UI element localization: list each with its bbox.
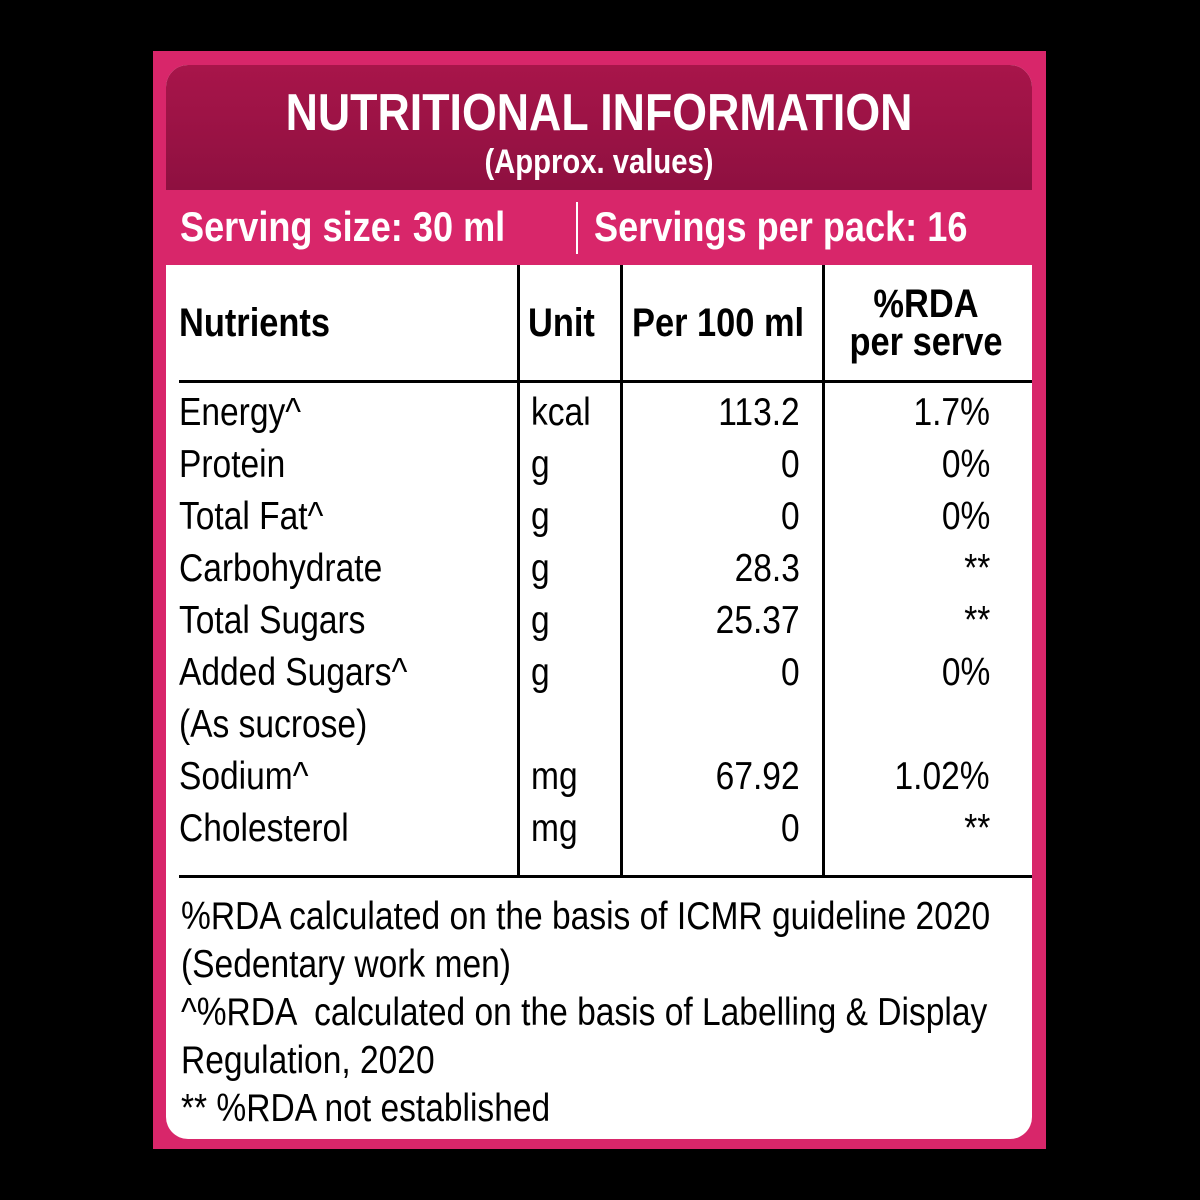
- table-row: Energy^ kcal 113.2 1.7%: [166, 391, 1032, 443]
- nutrient-name: (As sucrose): [179, 703, 368, 746]
- footnote-line: ^%RDA calculated on the basis of Labelli…: [181, 991, 988, 1034]
- table-row: Total Fat^ g 0 0%: [166, 495, 1032, 547]
- table-row: Sodium^ mg 67.92 1.02%: [166, 755, 1032, 807]
- nutrient-rda: **: [963, 807, 990, 850]
- footnote-line: Regulation, 2020: [181, 1039, 435, 1082]
- title-band: NUTRITIONAL INFORMATION (Approx. values): [166, 65, 1032, 190]
- nutrient-name: Sodium^: [179, 755, 309, 798]
- table-row: (As sucrose): [166, 703, 1032, 755]
- label-subtitle: (Approx. values): [484, 143, 714, 181]
- column-divider-per100: [620, 265, 623, 877]
- table-row: Total Sugars g 25.37 **: [166, 599, 1032, 651]
- header-nutrients: Nutrients: [179, 301, 330, 345]
- header-unit: Unit: [528, 301, 595, 345]
- nutrient-unit: g: [531, 599, 550, 642]
- header-rule: [179, 380, 1032, 383]
- servings-per-pack: Servings per pack: 16: [594, 203, 968, 250]
- nutrient-unit: g: [531, 443, 550, 486]
- header-rda-line2: per serve: [849, 320, 1003, 364]
- nutrient-name: Total Fat^: [179, 495, 324, 538]
- header-rda-line1: %RDA: [873, 282, 979, 326]
- nutrient-unit: kcal: [531, 391, 591, 434]
- nutrient-name: Added Sugars^: [179, 651, 408, 694]
- footnote-line: ** %RDA not established: [181, 1087, 551, 1130]
- table-bottom-rule: [179, 875, 1032, 878]
- serving-divider: [576, 202, 578, 254]
- nutrient-name: Protein: [179, 443, 286, 486]
- nutrient-per-100ml: 113.2: [718, 391, 800, 434]
- nutrient-rda: 1.02%: [894, 755, 990, 798]
- nutrient-rda: 0%: [941, 495, 990, 538]
- table-row: Carbohydrate g 28.3 **: [166, 547, 1032, 599]
- nutrient-rda: 0%: [941, 651, 990, 694]
- table-row: Cholesterol mg 0 **: [166, 807, 1032, 859]
- footnote-line: (Sedentary work men): [181, 943, 511, 986]
- nutrient-name: Cholesterol: [179, 807, 349, 850]
- nutrient-per-100ml: 0: [781, 807, 800, 850]
- nutrient-rda: 0%: [941, 443, 990, 486]
- nutrient-name: Energy^: [179, 391, 302, 434]
- nutrient-unit: g: [531, 495, 550, 538]
- header-per-100ml: Per 100 ml: [632, 301, 805, 345]
- serving-band: Serving size: 30 ml Servings per pack: 1…: [166, 190, 1032, 265]
- nutrient-unit: mg: [531, 755, 578, 798]
- table-row: Protein g 0 0%: [166, 443, 1032, 495]
- label-title: NUTRITIONAL INFORMATION: [285, 84, 913, 142]
- table-row: Added Sugars^ g 0 0%: [166, 651, 1032, 703]
- nutrient-name: Total Sugars: [179, 599, 366, 642]
- nutrient-name: Carbohydrate: [179, 547, 383, 590]
- serving-size: Serving size: 30 ml: [180, 203, 506, 250]
- column-divider-rda: [822, 265, 825, 877]
- header-rda: %RDA per serve: [840, 282, 1012, 364]
- nutrient-unit: g: [531, 651, 550, 694]
- nutrient-per-100ml: 0: [781, 443, 800, 486]
- nutrient-per-100ml: 0: [781, 495, 800, 538]
- nutrient-per-100ml: 25.37: [716, 599, 800, 642]
- nutrient-per-100ml: 0: [781, 651, 800, 694]
- nutrient-unit: g: [531, 547, 550, 590]
- nutrition-label: NUTRITIONAL INFORMATION (Approx. values)…: [166, 65, 1032, 1139]
- footnote-line: %RDA calculated on the basis of ICMR gui…: [181, 895, 991, 938]
- nutrient-rda: **: [963, 547, 990, 590]
- nutrient-per-100ml: 67.92: [716, 755, 800, 798]
- column-divider-unit: [517, 265, 520, 877]
- footnotes: %RDA calculated on the basis of ICMR gui…: [181, 893, 991, 1133]
- nutrient-rda: **: [963, 599, 990, 642]
- nutrient-rda: 1.7%: [913, 391, 990, 434]
- nutrient-per-100ml: 28.3: [734, 547, 800, 590]
- nutrient-unit: mg: [531, 807, 578, 850]
